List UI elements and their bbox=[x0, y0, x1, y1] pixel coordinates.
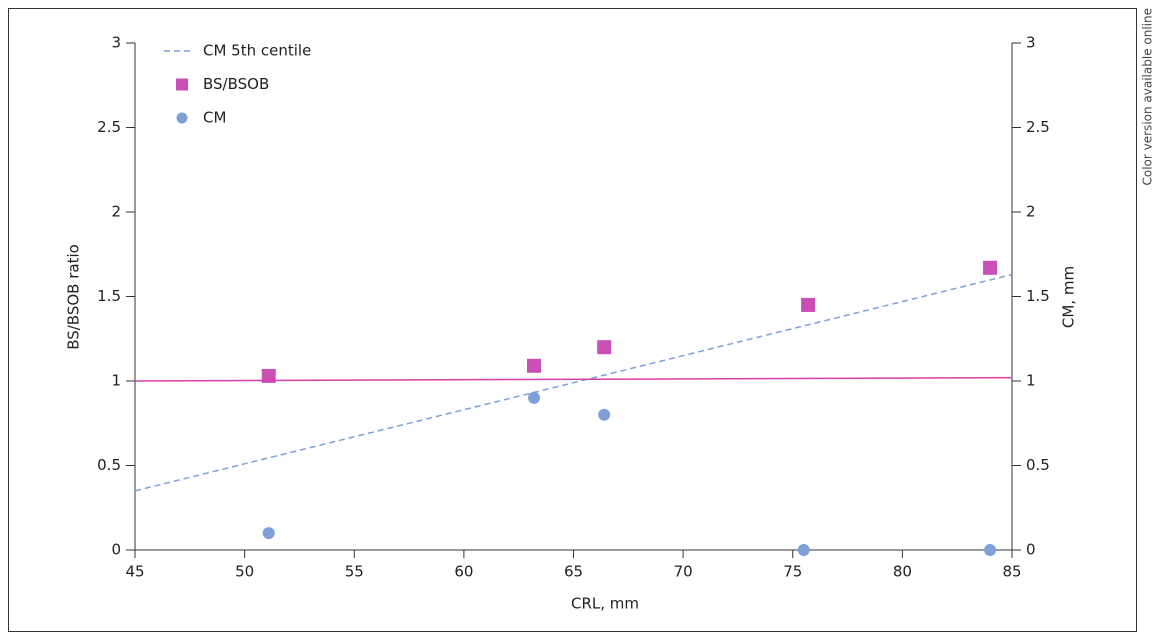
y2-tick-label: 0 bbox=[1026, 541, 1036, 559]
series-line bbox=[134, 376, 1013, 382]
point-square bbox=[983, 260, 998, 275]
y2-tick-label: 1.5 bbox=[1026, 287, 1050, 305]
y2-tick-label: 1 bbox=[1026, 372, 1036, 390]
frame bbox=[8, 8, 1137, 632]
point-circle bbox=[528, 391, 541, 404]
point-circle bbox=[262, 527, 275, 540]
series-line bbox=[134, 273, 1013, 492]
y-axis-label: BS/BSOB ratio bbox=[65, 244, 83, 350]
x-tick-label: 80 bbox=[893, 563, 912, 581]
y2-tick-label: 2.5 bbox=[1026, 118, 1050, 136]
y2-axis-label: CM, mm bbox=[1060, 266, 1078, 328]
x-tick-label: 45 bbox=[125, 563, 144, 581]
x-tick-label: 60 bbox=[454, 563, 473, 581]
y2-tick-label: 0.5 bbox=[1026, 456, 1050, 474]
y-tick-label: 1 bbox=[111, 372, 121, 390]
x-axis-label: CRL, mm bbox=[571, 595, 639, 613]
x-tick-label: 50 bbox=[235, 563, 254, 581]
y-tick-label: 0.5 bbox=[97, 456, 121, 474]
point-square bbox=[527, 358, 542, 373]
legend-label: CM 5th centile bbox=[203, 42, 311, 60]
point-square bbox=[597, 340, 612, 355]
point-square bbox=[261, 368, 276, 383]
y-tick-label: 0 bbox=[111, 541, 121, 559]
y-tick-label: 1.5 bbox=[97, 287, 121, 305]
point-circle bbox=[598, 408, 611, 421]
x-tick-label: 55 bbox=[345, 563, 364, 581]
point-circle bbox=[797, 544, 810, 556]
x-tick-label: 70 bbox=[674, 563, 693, 581]
y2-tick-label: 2 bbox=[1026, 203, 1036, 221]
x-tick-label: 75 bbox=[783, 563, 802, 581]
y-tick-label: 2 bbox=[111, 203, 121, 221]
point-square bbox=[801, 297, 816, 312]
y-tick-label: 2.5 bbox=[97, 118, 121, 136]
side-note: Color version available online bbox=[1141, 8, 1155, 186]
point-circle bbox=[984, 544, 997, 556]
y2-tick-label: 3 bbox=[1026, 34, 1036, 52]
y-tick-label: 3 bbox=[111, 34, 121, 52]
x-tick-label: 85 bbox=[1002, 563, 1021, 581]
legend-label: BS/BSOB bbox=[203, 75, 269, 93]
x-tick-label: 65 bbox=[564, 563, 583, 581]
legend-label: CM bbox=[203, 109, 226, 127]
legend-symbol bbox=[176, 78, 188, 91]
legend-symbol bbox=[176, 112, 188, 124]
